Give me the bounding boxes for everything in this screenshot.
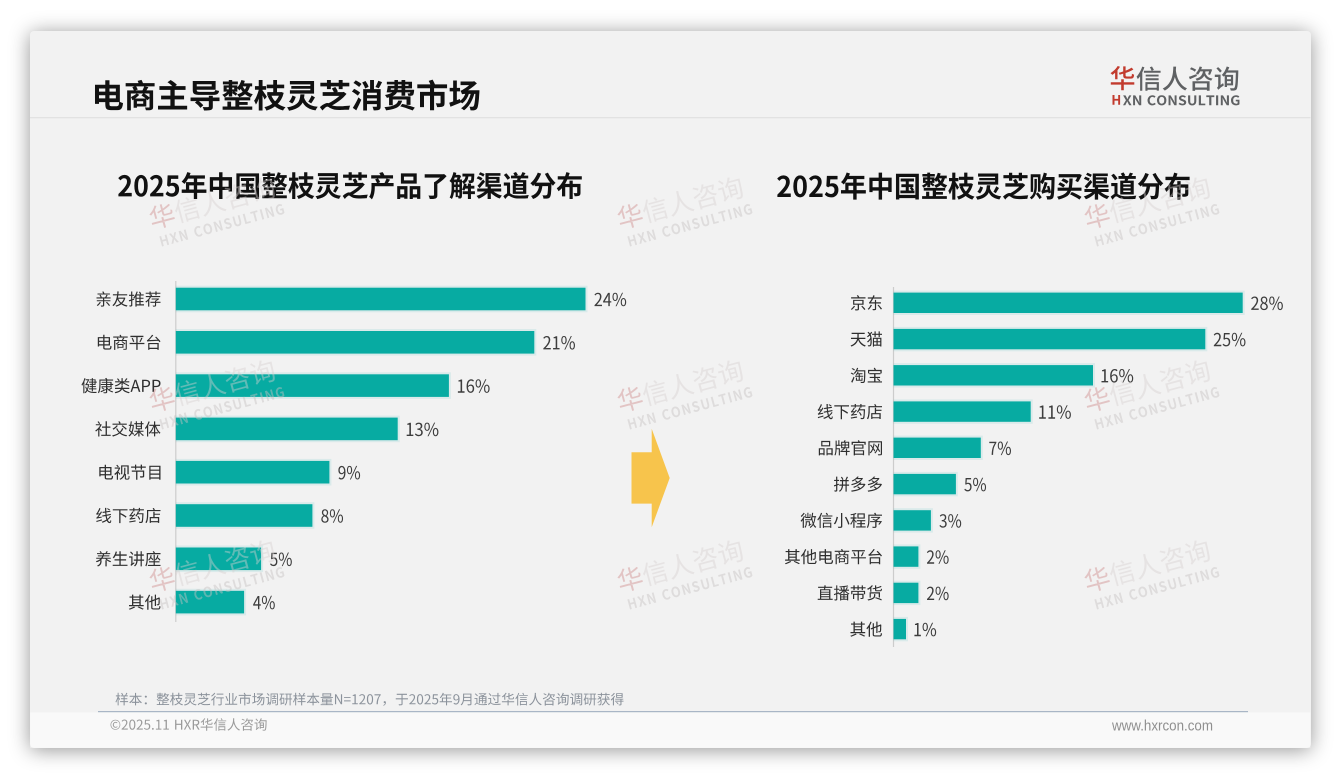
svg-text:www.hxrcon.com: www.hxrcon.com	[1111, 718, 1213, 735]
